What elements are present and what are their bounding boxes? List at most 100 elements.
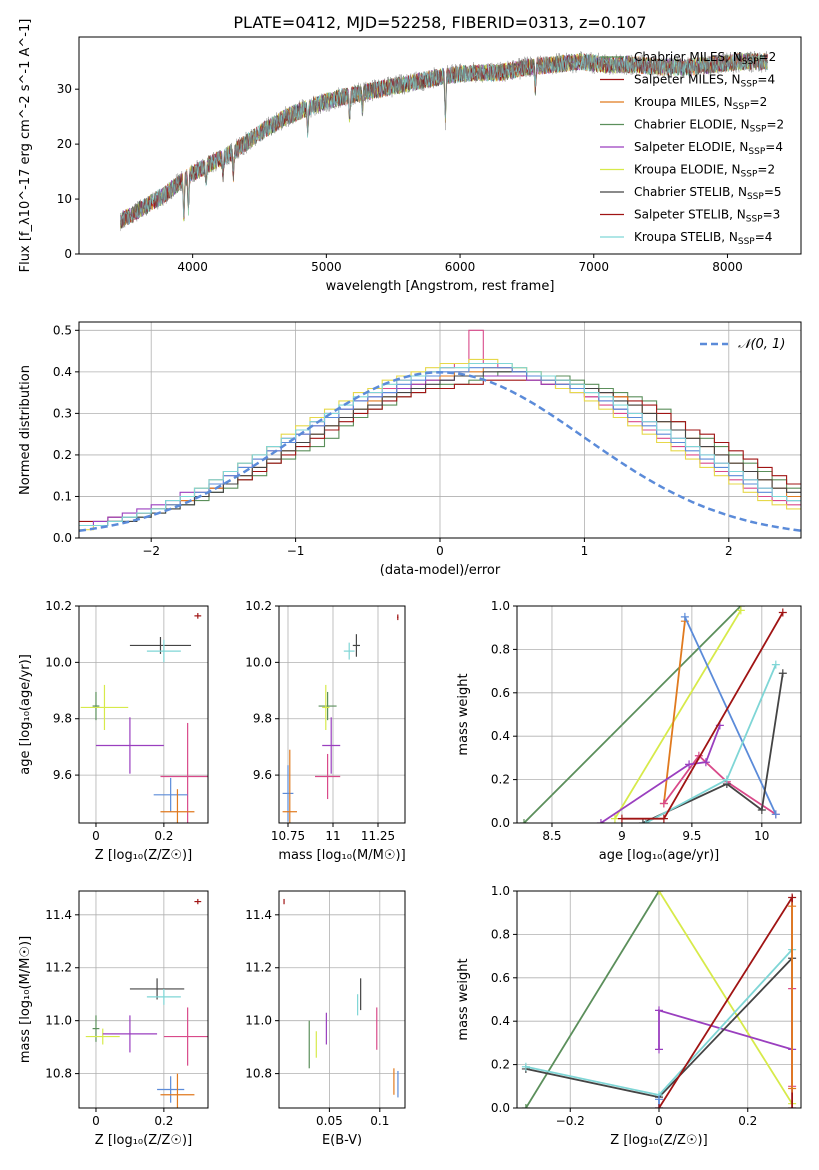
x-axis-label: Z [log₁₀(Z/Z☉)] xyxy=(95,848,192,863)
x-tick-label: 8.5 xyxy=(542,829,561,843)
weight-marker xyxy=(655,891,663,895)
x-tick-label: 5000 xyxy=(311,260,342,274)
y-tick-label: 10 xyxy=(57,192,72,206)
plot-area-age_vs_mass xyxy=(282,614,399,823)
weight-line xyxy=(658,891,793,1105)
axes-frame xyxy=(278,605,406,824)
y-tick-label: 0.1 xyxy=(53,489,72,503)
x-tick-label: 6000 xyxy=(445,260,476,274)
x-tick-label: −1 xyxy=(287,544,305,558)
errorbar-point xyxy=(92,691,100,721)
errorbar-point xyxy=(315,753,341,800)
x-tick-label: −0.2 xyxy=(556,1114,585,1128)
weight-line xyxy=(658,1009,793,1051)
axis-frame-mass_vs_Z: 0 0.2 10.8 11.0 11.2 11.4 Z [log₁₀(Z/Z☉)] mass … xyxy=(18,890,209,1148)
weight-marker xyxy=(617,814,626,823)
weight-marker xyxy=(521,1104,530,1108)
weight-marker xyxy=(778,608,787,617)
weight-marker xyxy=(680,612,689,621)
y-tick-label: 9.6 xyxy=(253,768,272,782)
errorbar-point xyxy=(352,634,360,657)
y-tick-label: 0.8 xyxy=(491,927,510,941)
normal-curve xyxy=(79,371,801,532)
legend-label: Kroupa MILES, NSSP=2 xyxy=(634,95,767,112)
plot-area-residuals xyxy=(79,329,801,532)
weight-line xyxy=(658,894,793,1108)
errorbar-point xyxy=(92,1015,100,1042)
errorbar-point xyxy=(343,642,355,660)
weight-marker xyxy=(655,1006,663,1015)
weight-marker xyxy=(641,819,650,823)
errorbar-point xyxy=(194,613,202,619)
weight-line xyxy=(642,673,784,823)
y-tick-label: 20 xyxy=(57,137,72,151)
plot-area-weight_vs_Z xyxy=(521,891,797,1108)
weight-marker xyxy=(736,606,745,615)
y-tick-label: 9.6 xyxy=(53,768,72,782)
weight-marker xyxy=(771,810,780,819)
y-tick-label: 11.0 xyxy=(45,1014,72,1028)
y-tick-label: 9.8 xyxy=(253,712,272,726)
y-axis-label: mass weight xyxy=(456,673,471,755)
axes-frame xyxy=(78,605,209,824)
weight-marker xyxy=(519,819,528,823)
errorbar-point xyxy=(146,639,181,663)
weight-marker xyxy=(685,760,694,769)
x-axis-label: Z [log₁₀(Z/Z☉)] xyxy=(95,1133,192,1148)
axis-frame-mass_vs_ebv: 0.05 0.1 10.8 11.0 11.2 11.4 E(B-V) xyxy=(245,890,406,1148)
figure-title: PLATE=0412, MJD=52258, FIBERID=0313, z=0… xyxy=(233,13,646,32)
y-tick-label: 9.8 xyxy=(53,712,72,726)
errorbar-point xyxy=(160,1073,195,1108)
y-tick-label: 0.5 xyxy=(53,323,72,337)
errorbar-point xyxy=(160,789,195,823)
x-tick-label: 0 xyxy=(92,829,100,843)
y-tick-label: 0.3 xyxy=(53,406,72,420)
x-tick-label: 2 xyxy=(725,544,733,558)
x-tick-label: 0 xyxy=(92,1114,100,1128)
y-axis-label: mass weight xyxy=(456,958,471,1040)
errorbar-point xyxy=(95,717,164,774)
axis-frame-spectrum: 4000 5000 6000 7000 8000 0 10 20 30 wavelength [A… xyxy=(18,19,802,294)
plot-area-mass_vs_Z xyxy=(85,898,208,1108)
y-tick-label: 0.0 xyxy=(491,1101,510,1115)
y-tick-label: 11.4 xyxy=(245,908,272,922)
errorbar-point xyxy=(102,1015,158,1053)
x-tick-label: 0.2 xyxy=(738,1114,757,1128)
weight-marker xyxy=(788,902,797,911)
errorbar-point xyxy=(322,717,341,774)
errorbar-point xyxy=(129,978,185,1000)
x-axis-label: mass [log₁₀(M/M☉)] xyxy=(278,848,405,863)
x-tick-label: −2 xyxy=(142,544,160,558)
axes-frame xyxy=(78,36,802,255)
axes-frame xyxy=(78,890,209,1109)
y-tick-label: 0.4 xyxy=(53,365,72,379)
y-tick-label: 10.8 xyxy=(245,1067,272,1081)
y-tick-label: 30 xyxy=(57,82,72,96)
weight-marker xyxy=(596,819,605,823)
y-tick-label: 10.0 xyxy=(245,655,272,669)
errorbar-point xyxy=(85,1028,120,1045)
x-tick-label: 10 xyxy=(754,829,769,843)
weight-marker xyxy=(771,660,780,669)
legend-label: Chabrier ELODIE, NSSP=2 xyxy=(634,118,784,135)
x-tick-label: 0 xyxy=(655,1114,663,1128)
errorbar-point xyxy=(322,684,330,730)
legend-label: Chabrier STELIB, NSSP=5 xyxy=(634,185,782,202)
y-tick-label: 10.8 xyxy=(45,1067,72,1081)
plot-area-spectrum xyxy=(120,50,768,232)
legend-label: Kroupa STELIB, NSSP=4 xyxy=(634,230,772,247)
x-axis-label: Z [log₁₀(Z/Z☉)] xyxy=(610,1133,707,1148)
weight-marker xyxy=(659,814,668,823)
y-tick-label: 0.6 xyxy=(491,686,510,700)
x-tick-label: 0.1 xyxy=(370,1114,389,1128)
weight-marker xyxy=(659,799,668,808)
axes-age_vs_mass: 10.75 11 11.25 9.6 9.8 10.0 10.2 mass [log₁₀(M/… xyxy=(245,599,406,863)
axes-mass_vs_Z: 0 0.2 10.8 11.0 11.2 11.4 Z [log₁₀(Z/Z☉)] mass … xyxy=(18,890,209,1148)
weight-marker xyxy=(788,893,797,902)
plot-area-weight_vs_age xyxy=(519,606,787,823)
axes-weight_vs_Z: −0.2 0 0.2 0.0 0.2 0.4 0.6 0.8 1.0 Z [log₁₀(Z/Z☉)… xyxy=(456,884,802,1148)
plot-area-mass_vs_ebv xyxy=(283,898,399,1098)
errorbar-point xyxy=(153,777,188,812)
